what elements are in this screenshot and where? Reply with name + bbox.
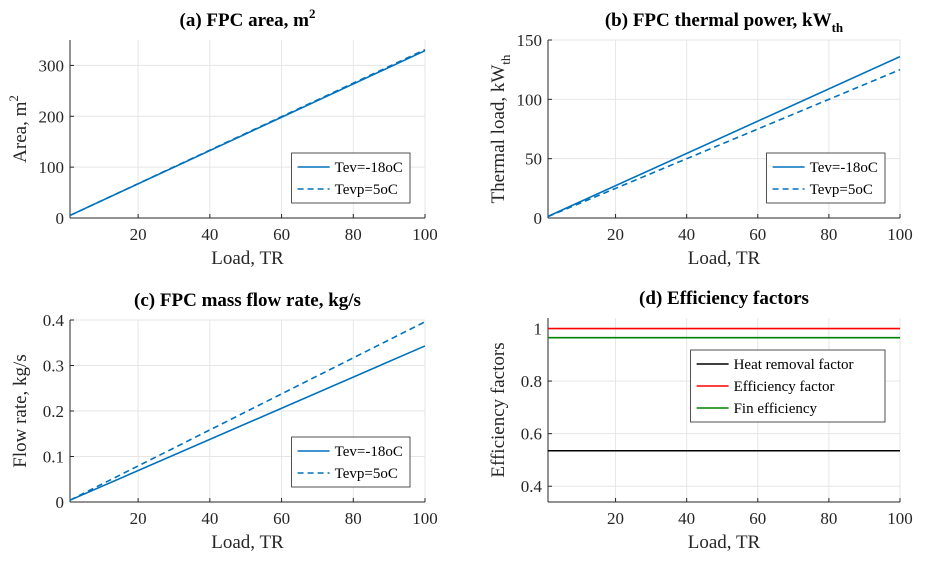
y-axis-label: Efficiency factors [488,342,509,477]
y-axis-label-main: Flow rate, kg/s [10,354,31,467]
y-tick-label: 0.6 [521,425,542,444]
x-tick-label: 80 [820,509,837,528]
chart-title: (c) FPC mass flow rate, kg/s [134,290,361,311]
series-line [69,48,426,217]
y-tick-label: 0 [56,493,65,512]
x-tick-label: 100 [412,225,438,244]
legend-label: Efficiency factor [734,379,835,395]
legend-box [291,152,411,204]
x-tick-label: 100 [887,225,913,244]
x-tick-label: 80 [345,509,362,528]
x-axis-label: Load, TR [211,248,284,269]
x-tick-label: 40 [678,225,695,244]
y-tick-label: 150 [517,31,543,50]
legend-label: Tevp=5oC [335,182,398,198]
x-tick-label: 40 [201,509,218,528]
legend-label: Tevp=5oC [335,466,398,482]
y-axis-label-sub: th [498,54,513,65]
series-line [547,68,901,218]
chart-title-main: (b) FPC thermal power, kW [605,10,832,31]
y-tick-label: 0.4 [43,311,65,330]
legend-label: Tev=-18oC [335,160,403,176]
y-axis-label: Thermal load, kWth [488,54,513,203]
chart-title-sub: th [832,20,844,35]
x-tick-label: 20 [130,225,147,244]
chart-title: (a) FPC area, m2 [180,6,316,31]
x-tick-label: 80 [820,225,837,244]
chart-title: (b) FPC thermal power, kWth [605,10,844,35]
y-axis-label: Area, m2 [6,95,31,163]
chart-title-main: (d) Efficiency factors [639,288,809,309]
x-tick-label: 60 [749,225,766,244]
legend-box [766,152,886,204]
chart-title-main: (c) FPC mass flow rate, kg/s [134,290,361,311]
x-tick-label: 100 [887,509,913,528]
y-tick-label: 0.3 [43,357,64,376]
series-line [69,321,426,501]
y-tick-label: 0 [56,209,65,228]
x-tick-label: 20 [130,509,147,528]
y-tick-label: 200 [39,107,65,126]
legend-label: Fin efficiency [734,401,818,417]
x-tick-label: 20 [607,509,624,528]
x-axis-label: Load, TR [688,532,761,553]
legend-label: Tev=-18oC [335,444,403,460]
x-tick-label: 60 [273,225,290,244]
y-axis-label-main: Thermal load, kW [488,65,509,204]
legend-box [291,436,411,488]
y-axis-label-sup: 2 [6,95,21,102]
x-tick-label: 40 [201,225,218,244]
legend-label: Heat removal factor [734,357,854,373]
x-tick-label: 20 [607,225,624,244]
x-axis-label: Load, TR [688,248,761,269]
y-tick-label: 0.8 [521,372,542,391]
x-tick-label: 100 [412,509,438,528]
y-tick-label: 1 [534,320,543,339]
chart-title-sup: 2 [309,6,316,21]
y-tick-label: 50 [525,150,542,169]
x-tick-label: 60 [749,509,766,528]
y-tick-label: 0.4 [521,477,543,496]
x-tick-label: 80 [345,225,362,244]
y-tick-label: 300 [39,56,65,75]
chart-title: (d) Efficiency factors [639,288,809,309]
y-axis-label: Flow rate, kg/s [10,354,31,467]
y-tick-label: 100 [517,90,543,109]
x-axis-label: Load, TR [211,532,284,553]
chart-title-main: (a) FPC area, m [180,10,310,31]
legend-label: Tev=-18oC [810,160,878,176]
series-line [547,55,901,218]
y-tick-label: 0.2 [43,402,64,421]
series-line [69,345,426,501]
legend-label: Tevp=5oC [810,182,873,198]
y-tick-label: 100 [39,158,65,177]
x-tick-label: 60 [273,509,290,528]
y-axis-label-main: Efficiency factors [488,342,509,477]
y-tick-label: 0.1 [43,448,64,467]
y-tick-label: 0 [534,209,543,228]
y-axis-label-main: Area, m [10,101,31,162]
x-tick-label: 40 [678,509,695,528]
